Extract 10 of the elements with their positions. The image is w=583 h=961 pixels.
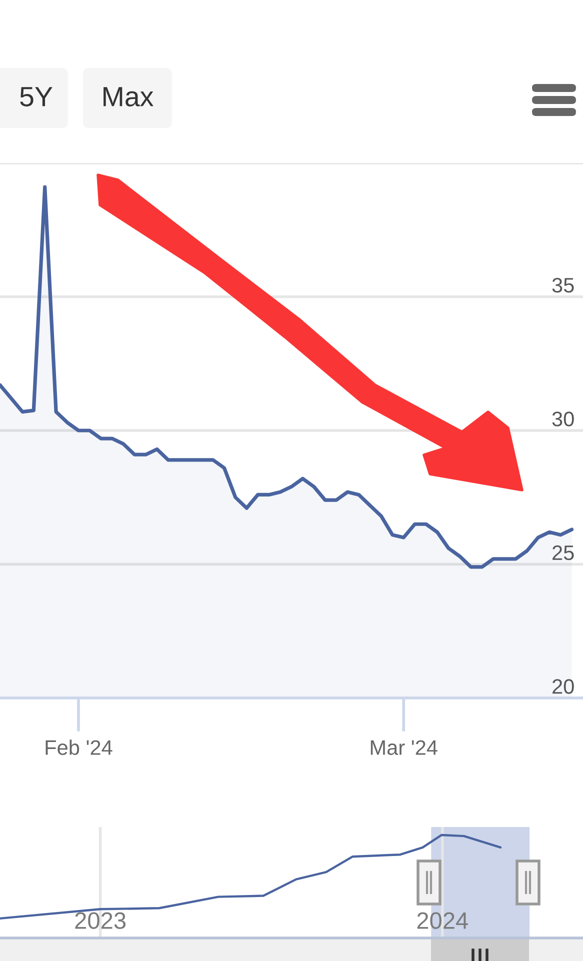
x-tick-label: 2023 bbox=[75, 912, 126, 929]
y-tick-label: 35 bbox=[552, 278, 574, 293]
y-tick-label: 20 bbox=[552, 679, 574, 694]
x-tick-label: 2024 bbox=[417, 912, 468, 929]
text: Max bbox=[104, 87, 154, 106]
x-tick-label: Mar '24 bbox=[370, 740, 438, 755]
text: 5Y bbox=[20, 87, 52, 106]
x-tick-label: Feb '24 bbox=[46, 740, 112, 755]
y-tick-label: 25 bbox=[552, 545, 574, 560]
y-tick-label: 30 bbox=[552, 412, 574, 426]
